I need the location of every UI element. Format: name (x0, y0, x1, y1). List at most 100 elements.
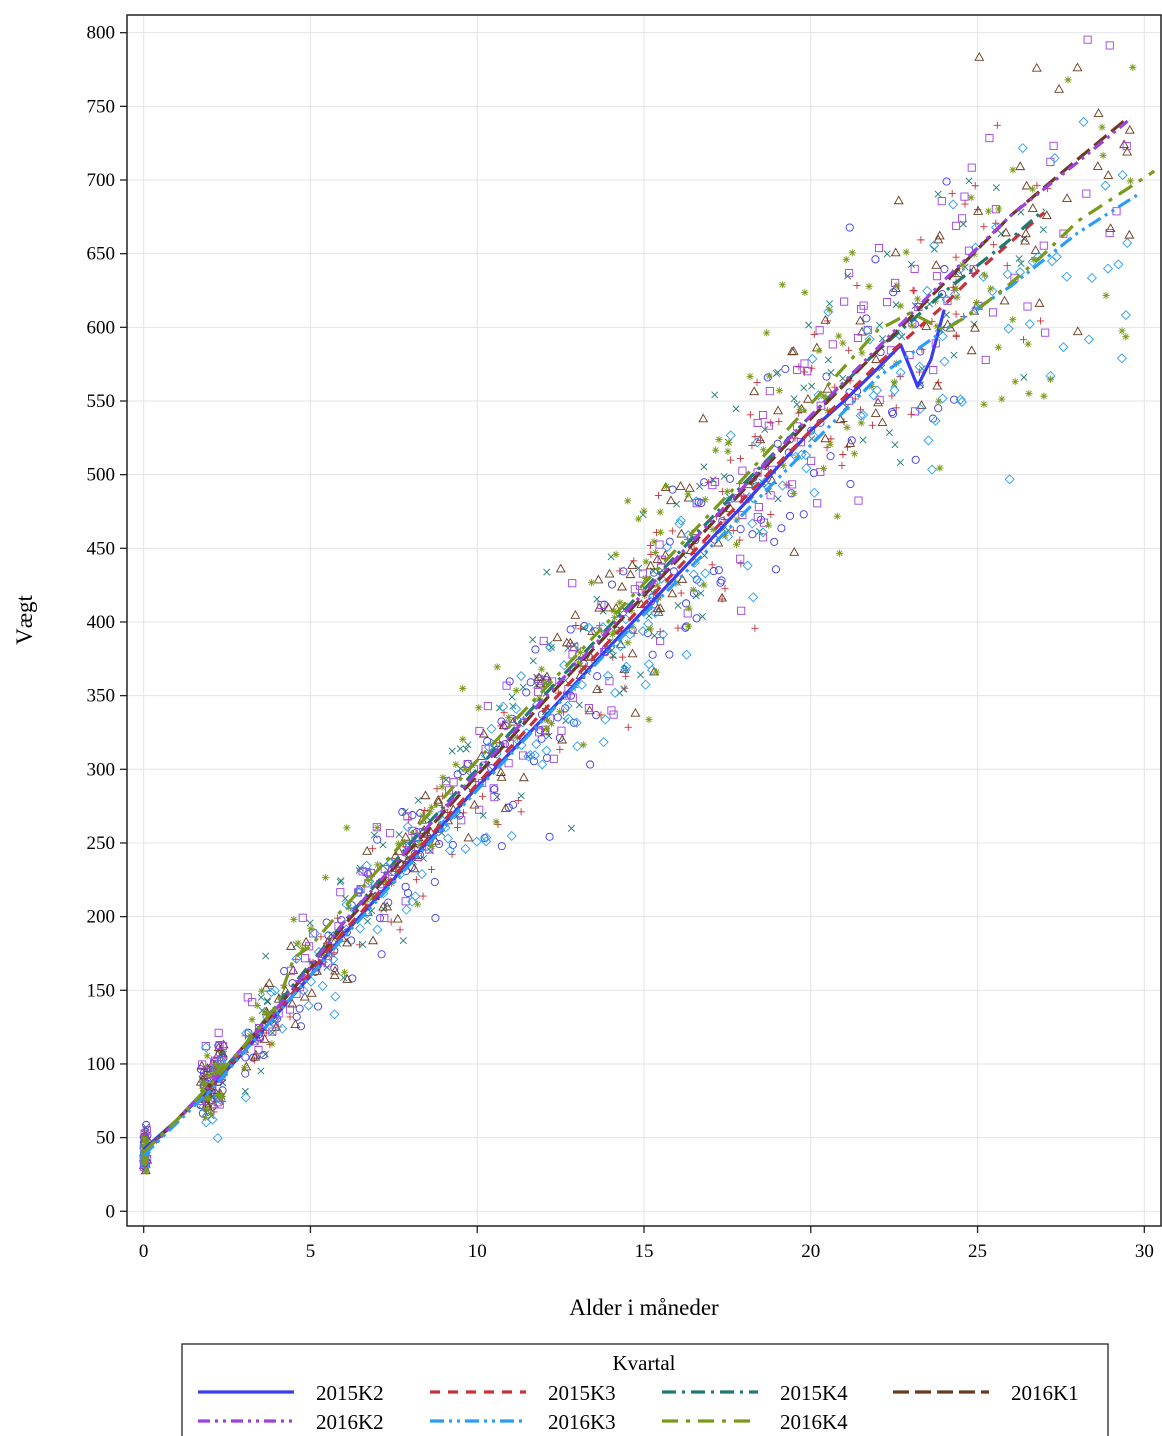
data-point (896, 458, 904, 466)
data-point (453, 823, 462, 832)
data-point (877, 417, 888, 427)
data-point (645, 560, 656, 570)
data-point (1122, 142, 1131, 151)
data-point (990, 241, 998, 249)
data-point (343, 824, 351, 832)
data-point (309, 928, 320, 939)
data-point (1039, 226, 1047, 234)
data-point (952, 284, 960, 292)
data-point (478, 728, 489, 738)
data-point (1078, 116, 1089, 127)
data-point (382, 901, 393, 911)
data-point (839, 450, 847, 459)
data-point (987, 285, 995, 293)
data-point (698, 413, 709, 423)
data-point (1015, 255, 1023, 263)
data-point (493, 663, 501, 671)
data-point (509, 800, 518, 809)
data-point (493, 793, 501, 801)
data-point (336, 878, 344, 886)
data-point (764, 421, 773, 430)
data-point (610, 614, 619, 622)
data-point (688, 569, 699, 580)
data-point (684, 482, 695, 492)
y-tick-label: 800 (87, 23, 116, 44)
data-point (758, 527, 769, 538)
data-point (241, 1087, 249, 1095)
data-point (677, 589, 685, 597)
data-point (416, 869, 427, 880)
data-point (696, 482, 704, 490)
data-point (584, 622, 595, 633)
data-point (934, 230, 945, 240)
data-point (425, 845, 434, 854)
legend-item: 2016K2 (198, 1410, 384, 1434)
data-point (452, 760, 460, 769)
data-point (800, 384, 808, 392)
data-point (953, 293, 961, 301)
data-point (749, 386, 760, 396)
data-point (1102, 291, 1110, 300)
data-point (300, 954, 310, 963)
data-point (868, 382, 876, 391)
data-point (637, 626, 648, 637)
data-point (974, 51, 985, 61)
data-point (676, 528, 687, 538)
data-point (887, 407, 897, 417)
data-point (1051, 251, 1062, 262)
data-point (691, 496, 702, 507)
data-point (865, 282, 873, 291)
data-point (826, 440, 834, 448)
data-point (698, 613, 706, 621)
data-point (373, 824, 381, 832)
data-point (142, 1123, 150, 1131)
data-point (738, 466, 747, 475)
data-point (650, 538, 658, 546)
data-point (497, 842, 506, 851)
data-point (593, 574, 604, 584)
data-point (612, 550, 620, 559)
data-point (1004, 474, 1015, 485)
data-point (1082, 189, 1091, 198)
data-point (314, 1002, 323, 1011)
data-point (808, 382, 816, 390)
data-point (932, 380, 943, 390)
data-point (942, 177, 951, 186)
data-point (827, 435, 835, 443)
data-point (992, 184, 1000, 192)
data-point (294, 939, 302, 947)
x-axis-title: Alder i måneder (569, 1295, 719, 1320)
data-point (833, 512, 841, 520)
data-point (511, 703, 522, 715)
data-point (457, 816, 466, 825)
scatter-series (140, 63, 1137, 1175)
data-point (910, 264, 919, 273)
data-point (1030, 245, 1041, 254)
data-point (372, 924, 383, 935)
data-point (459, 735, 467, 743)
data-point (602, 670, 614, 681)
data-point (775, 417, 783, 426)
data-point (541, 745, 552, 756)
data-point (202, 1105, 210, 1113)
data-point (960, 192, 969, 201)
data-point (575, 659, 583, 667)
data-point (407, 896, 418, 907)
data-point (815, 326, 824, 335)
data-point (508, 716, 519, 726)
data-point (845, 269, 854, 278)
data-point (1064, 76, 1072, 84)
data-point (936, 464, 944, 472)
data-point (428, 842, 436, 851)
data-point (788, 480, 797, 489)
data-point (461, 765, 469, 773)
data-point (898, 333, 906, 341)
data-point (689, 586, 697, 594)
data-point (787, 346, 798, 356)
data-point (203, 1052, 211, 1060)
data-point (431, 913, 440, 923)
data-point (907, 260, 915, 268)
data-point (778, 281, 787, 289)
data-point (610, 687, 621, 698)
data-point (203, 1095, 212, 1103)
